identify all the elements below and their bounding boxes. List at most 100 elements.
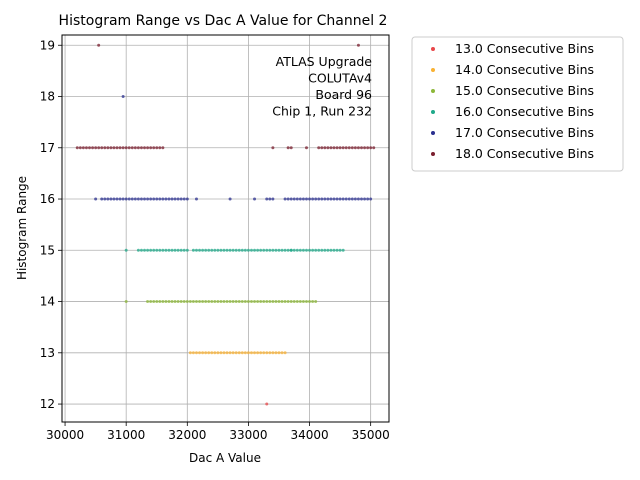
data-point bbox=[164, 248, 168, 252]
data-point bbox=[314, 197, 318, 201]
data-point bbox=[155, 248, 159, 252]
legend-label: 14.0 Consecutive Bins bbox=[455, 62, 594, 77]
data-point bbox=[301, 300, 305, 304]
data-point bbox=[338, 197, 342, 201]
data-point bbox=[366, 197, 370, 201]
data-point bbox=[146, 146, 150, 150]
data-point bbox=[249, 300, 253, 304]
data-point bbox=[353, 197, 357, 201]
data-point bbox=[356, 197, 360, 201]
data-point bbox=[329, 197, 333, 201]
data-point bbox=[353, 146, 357, 150]
data-point bbox=[243, 248, 247, 252]
data-point bbox=[167, 197, 171, 201]
data-point bbox=[149, 300, 153, 304]
data-point bbox=[253, 351, 257, 355]
data-point bbox=[344, 197, 348, 201]
data-point bbox=[283, 351, 287, 355]
data-point bbox=[289, 300, 293, 304]
data-point bbox=[198, 351, 202, 355]
data-point bbox=[133, 197, 137, 201]
data-point bbox=[194, 300, 198, 304]
data-point bbox=[185, 300, 189, 304]
data-point bbox=[372, 146, 376, 150]
data-point bbox=[332, 146, 336, 150]
data-point bbox=[115, 146, 119, 150]
data-point bbox=[170, 197, 174, 201]
x-axis-ticks: 30000 31000 32000 33000 34000 35000 bbox=[46, 422, 390, 442]
data-point bbox=[308, 197, 312, 201]
data-point bbox=[280, 351, 284, 355]
data-point bbox=[237, 300, 241, 304]
data-point bbox=[292, 300, 296, 304]
data-point bbox=[149, 197, 153, 201]
data-point bbox=[259, 300, 263, 304]
data-point bbox=[344, 146, 348, 150]
data-point bbox=[253, 248, 257, 252]
data-point bbox=[170, 248, 174, 252]
legend-label: 16.0 Consecutive Bins bbox=[455, 104, 594, 119]
legend-label: 17.0 Consecutive Bins bbox=[455, 125, 594, 140]
data-point bbox=[249, 351, 253, 355]
chart-title: Histogram Range vs Dac A Value for Chann… bbox=[59, 13, 388, 29]
data-point bbox=[320, 146, 324, 150]
data-point bbox=[124, 146, 128, 150]
data-point bbox=[249, 248, 253, 252]
data-point bbox=[350, 146, 354, 150]
data-point bbox=[219, 351, 223, 355]
y-axis-label: Histogram Range bbox=[15, 176, 29, 280]
data-point bbox=[136, 197, 140, 201]
data-point bbox=[149, 146, 153, 150]
data-point bbox=[369, 197, 373, 201]
data-point bbox=[363, 146, 367, 150]
x-tick-label: 30000 bbox=[46, 428, 84, 442]
data-point bbox=[185, 197, 189, 201]
data-point bbox=[136, 146, 140, 150]
data-point bbox=[216, 248, 220, 252]
data-point bbox=[182, 300, 186, 304]
data-point bbox=[152, 248, 156, 252]
data-point bbox=[127, 197, 131, 201]
data-point bbox=[341, 248, 345, 252]
data-point bbox=[228, 197, 232, 201]
data-point bbox=[176, 248, 180, 252]
data-point bbox=[100, 146, 104, 150]
data-point bbox=[194, 248, 198, 252]
data-point bbox=[262, 300, 266, 304]
data-point bbox=[204, 248, 208, 252]
data-point bbox=[292, 197, 296, 201]
data-point bbox=[216, 300, 220, 304]
data-point bbox=[84, 146, 88, 150]
data-point bbox=[271, 146, 275, 150]
data-point bbox=[286, 300, 290, 304]
data-point bbox=[231, 351, 235, 355]
data-point bbox=[109, 146, 113, 150]
data-point bbox=[124, 197, 128, 201]
legend-label: 13.0 Consecutive Bins bbox=[455, 41, 594, 56]
data-point bbox=[201, 248, 205, 252]
data-point bbox=[256, 248, 260, 252]
x-tick-label: 33000 bbox=[229, 428, 267, 442]
annotation-line: COLUTAv4 bbox=[308, 71, 372, 86]
data-point bbox=[246, 248, 250, 252]
data-point bbox=[286, 248, 290, 252]
data-point bbox=[191, 248, 195, 252]
data-point bbox=[332, 197, 336, 201]
data-point bbox=[179, 300, 183, 304]
data-point bbox=[295, 300, 299, 304]
data-point bbox=[237, 351, 241, 355]
data-point bbox=[167, 300, 171, 304]
data-point bbox=[268, 351, 272, 355]
data-point bbox=[207, 351, 211, 355]
data-point bbox=[146, 300, 150, 304]
data-point bbox=[91, 146, 95, 150]
data-point bbox=[225, 351, 229, 355]
data-point bbox=[130, 197, 134, 201]
data-point bbox=[369, 146, 373, 150]
data-point bbox=[298, 300, 302, 304]
data-point bbox=[143, 146, 147, 150]
data-point bbox=[124, 300, 128, 304]
data-point bbox=[182, 248, 186, 252]
data-point bbox=[149, 248, 153, 252]
data-point bbox=[188, 300, 192, 304]
